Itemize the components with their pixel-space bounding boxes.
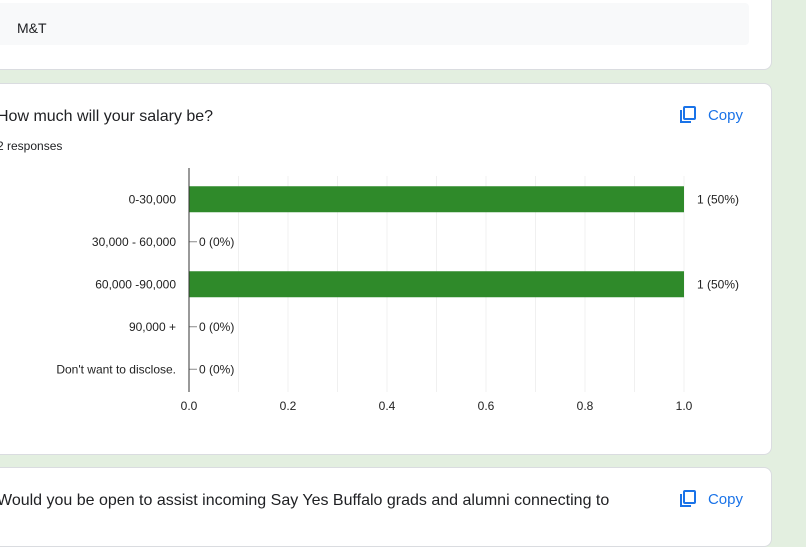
response-count: 2 responses	[0, 139, 63, 153]
copy-chart-button[interactable]: Copy	[678, 489, 743, 509]
data-label: 0 (0%)	[199, 235, 234, 249]
x-tick-label: 1.0	[676, 399, 693, 413]
question-title: Would you be open to assist incoming Say…	[0, 492, 610, 509]
category-label: 90,000 +	[129, 320, 176, 334]
category-label: 0-30,000	[129, 192, 177, 206]
data-label: 0 (0%)	[199, 362, 234, 376]
x-tick-label: 0.8	[577, 399, 594, 413]
next-question-card: Would you be open to assist incoming Say…	[0, 467, 772, 547]
salary-bar-chart: 0.0 0.2 0.4 0.6 0.8 1.0 0-30,000 1 (50%) 30,000 …	[56, 168, 739, 413]
copy-icon	[679, 106, 696, 123]
category-label: Don't want to disclose.	[56, 362, 176, 376]
x-tick-label: 0.4	[379, 399, 396, 413]
data-label: 1 (50%)	[697, 277, 739, 291]
data-label: 1 (50%)	[697, 192, 739, 206]
question-title: How much will your salary be?	[0, 108, 214, 125]
bar	[189, 271, 684, 298]
x-tick-label: 0.0	[181, 399, 198, 413]
category-label: 30,000 - 60,000	[92, 235, 176, 249]
copy-label: Copy	[707, 106, 743, 124]
data-label: 0 (0%)	[199, 320, 234, 334]
copy-icon	[679, 490, 696, 507]
copy-label: Copy	[707, 490, 743, 508]
salary-question-card: 0.0 0.2 0.4 0.6 0.8 1.0 0-30,000 1 (50%) 30,000 …	[0, 83, 772, 455]
copy-chart-button[interactable]: Copy	[678, 105, 743, 125]
answer-text: M&T	[17, 20, 47, 36]
answer-box: M&T	[0, 3, 749, 45]
x-tick-label: 0.6	[478, 399, 495, 413]
category-label: 60,000 -90,000	[95, 277, 176, 291]
previous-question-card: M&T	[0, 0, 772, 70]
bar	[189, 186, 684, 213]
x-tick-label: 0.2	[280, 399, 297, 413]
